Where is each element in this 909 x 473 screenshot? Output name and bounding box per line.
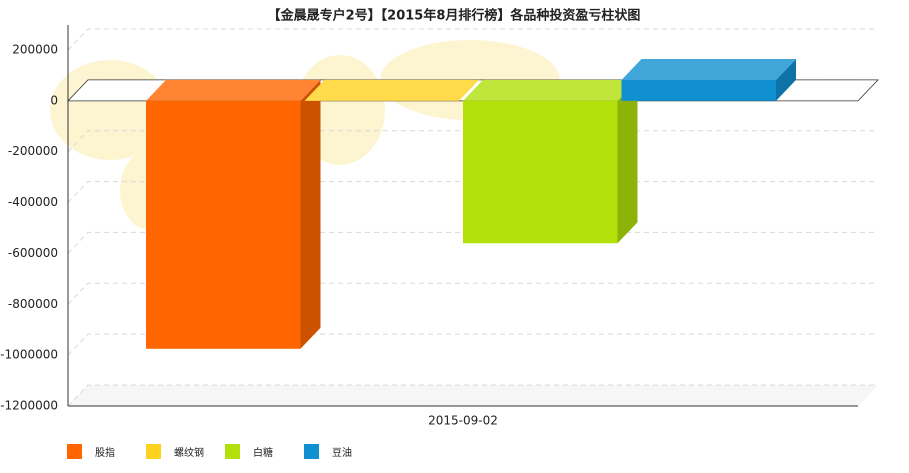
legend-swatch	[146, 444, 161, 459]
grid-line	[67, 231, 878, 254]
chart-title: 【金晨晟专户2号】【2015年8月排行榜】各品种投资盈亏柱状图	[268, 8, 641, 24]
legend-swatch	[304, 444, 319, 459]
y-tick-label: -1200000	[0, 399, 58, 413]
grid-line	[67, 130, 878, 153]
bar-top	[146, 79, 321, 101]
bar	[146, 100, 301, 349]
bar-top	[621, 59, 796, 81]
legend-label: 股指	[95, 446, 115, 459]
bar	[463, 100, 618, 244]
bar-side	[617, 79, 638, 244]
bar	[621, 80, 776, 101]
plot-floor	[68, 385, 878, 406]
grid-line	[67, 384, 878, 407]
legend-label: 豆油	[332, 446, 352, 459]
y-tick-label: -600000	[8, 246, 58, 260]
legend-label: 螺纹钢	[174, 446, 204, 459]
bar-top	[304, 79, 479, 101]
y-tick-label: -400000	[8, 195, 58, 209]
legend-swatch	[225, 444, 240, 459]
y-tick-label: -800000	[8, 297, 58, 311]
y-tick-label: -1000000	[0, 348, 58, 362]
bar-side	[776, 59, 796, 101]
legend-label: 白糖	[253, 446, 273, 459]
grid-line	[67, 28, 878, 51]
legend-swatch	[67, 444, 82, 459]
y-tick-label: -200000	[8, 144, 58, 158]
y-tick-label: 200000	[12, 43, 58, 57]
bar-top	[463, 79, 638, 101]
x-tick-label: 2015-09-02	[428, 414, 498, 428]
grid-line	[67, 282, 878, 305]
grid-line	[67, 181, 878, 203]
bar-side	[300, 79, 321, 349]
grid-line	[67, 333, 878, 356]
y-tick-label: 0	[50, 93, 58, 107]
